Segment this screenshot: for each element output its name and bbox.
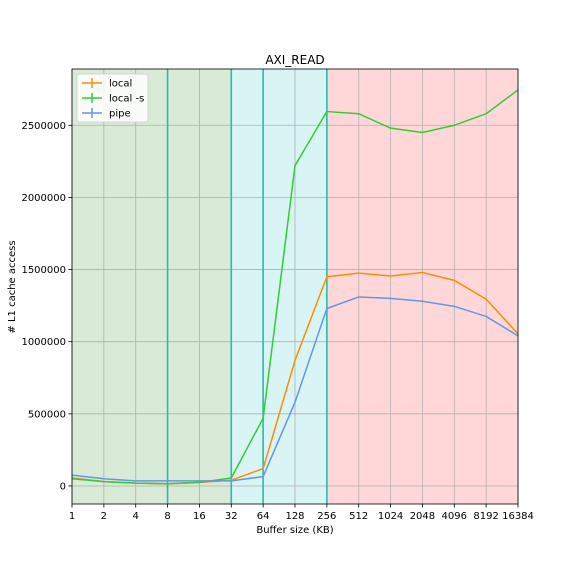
y-tick-label: 0: [60, 481, 66, 492]
x-tick-label: 2048: [410, 511, 435, 522]
x-tick-label: 16: [193, 511, 206, 522]
region-0: [72, 69, 232, 504]
x-axis-ticks: 1 2 4 8 16 32 64 128 256 512 1024 2048 4096 8192 16384: [69, 504, 534, 522]
legend-label-1: local -s: [109, 94, 144, 105]
x-tick-label: 1024: [378, 511, 403, 522]
y-axis-label: # L1 cache access: [7, 240, 18, 333]
y-tick-label: 2500000: [21, 121, 66, 132]
series-lines: [71, 89, 519, 485]
legend-box: [76, 73, 149, 123]
y-tick-label: 1000000: [21, 337, 66, 348]
x-tick-label: 4096: [442, 511, 467, 522]
x-tick-label: 8192: [473, 511, 498, 522]
x-tick-label: 4: [133, 511, 139, 522]
series-line-2: [71, 296, 519, 482]
region-boundaries: [166, 69, 328, 504]
x-tick-label: 16384: [502, 511, 534, 522]
chart-title: AXI_READ: [265, 53, 324, 67]
legend-label-2: pipe: [109, 109, 131, 120]
x-tick-label: 8: [164, 511, 170, 522]
x-tick-label: 64: [257, 511, 270, 522]
x-tick-label: 256: [317, 511, 336, 522]
y-tick-label: 500000: [28, 409, 66, 420]
x-tick-label: 2: [101, 511, 107, 522]
x-axis-label: Buffer size (KB): [256, 525, 333, 536]
x-tick-label: 128: [285, 511, 304, 522]
y-tick-label: 2000000: [21, 193, 66, 204]
series-line-1: [71, 89, 519, 485]
legend-label-0: local: [109, 79, 132, 90]
x-tick-label: 32: [225, 511, 238, 522]
x-tick-label: 1: [69, 511, 75, 522]
x-tick-label: 512: [349, 511, 368, 522]
legend: local local -s pipe: [76, 73, 149, 123]
y-tick-label: 1500000: [21, 265, 66, 276]
y-axis-ticks: 0 500000 1000000 1500000 2000000 2500000: [21, 121, 72, 492]
